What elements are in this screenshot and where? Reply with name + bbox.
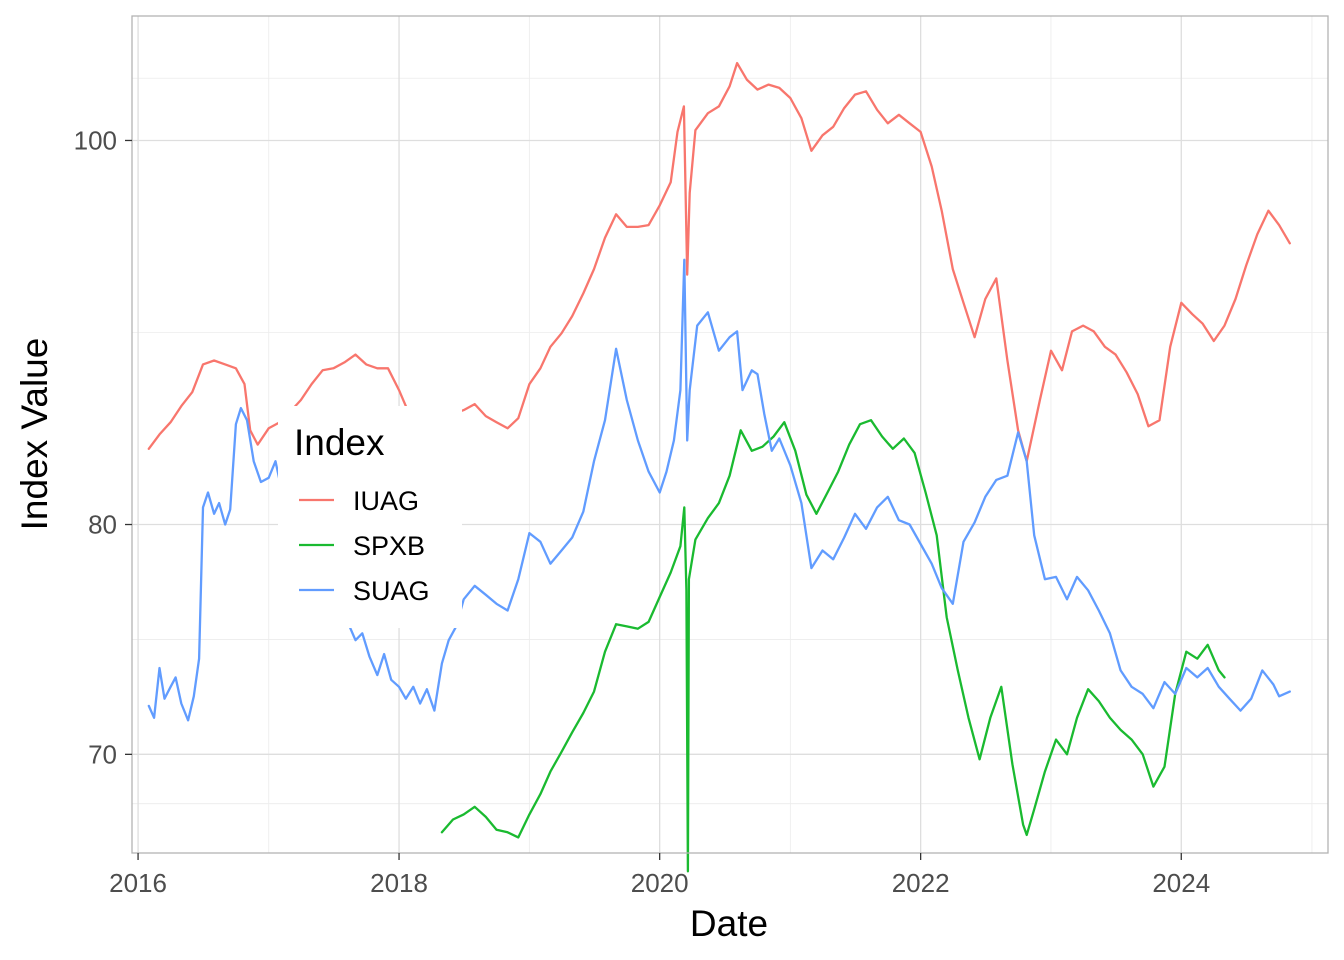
plot-panel-border — [131, 15, 1329, 854]
legend: Index IUAG SPXB SUAG — [278, 406, 462, 628]
series-lines — [147, 61, 1291, 873]
y-axis-ticks: 70 80 100 — [74, 125, 132, 769]
y-axis-title: Index Value — [14, 338, 55, 531]
x-tick-label: 2018 — [370, 868, 428, 898]
legend-label-iuag: IUAG — [353, 486, 419, 516]
series-line-spxb — [440, 419, 1226, 873]
y-tick-label: 80 — [88, 510, 117, 540]
x-axis-title: Date — [690, 903, 768, 944]
x-axis-ticks: 2016 2018 2020 2022 2024 — [109, 853, 1210, 898]
legend-label-spxb: SPXB — [353, 531, 425, 561]
legend-label-suag: SUAG — [353, 576, 430, 606]
legend-entries: IUAG SPXB SUAG — [299, 486, 430, 606]
series-line-suag — [147, 258, 1291, 722]
y-tick-label: 100 — [74, 125, 117, 155]
minor-gridlines — [132, 16, 1328, 853]
x-tick-label: 2024 — [1152, 868, 1210, 898]
legend-title: Index — [294, 422, 385, 463]
x-tick-label: 2016 — [109, 868, 167, 898]
x-tick-label: 2022 — [892, 868, 950, 898]
major-gridlines — [132, 16, 1328, 853]
x-tick-label: 2020 — [631, 868, 689, 898]
series-line-iuag — [147, 61, 1291, 463]
y-tick-label: 70 — [88, 739, 117, 769]
